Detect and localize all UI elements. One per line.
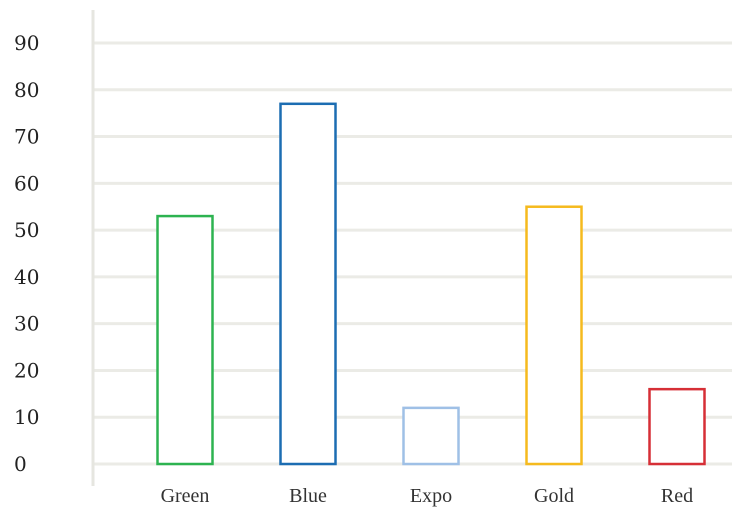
x-tick-label: Green — [161, 485, 210, 507]
bar-expo — [402, 406, 460, 466]
y-tick-label: 30 — [14, 312, 39, 336]
y-tick-label: 40 — [14, 265, 39, 289]
y-tick-label: 20 — [14, 358, 39, 382]
x-tick-label: Blue — [289, 485, 327, 507]
bars — [156, 102, 706, 466]
bar-green — [156, 214, 214, 466]
y-tick-label: 80 — [14, 78, 39, 102]
bar-red — [648, 387, 706, 466]
bar-gold — [525, 205, 583, 466]
y-tick-label: 50 — [14, 218, 39, 242]
y-tick-label: 60 — [14, 171, 39, 195]
x-tick-label: Gold — [534, 485, 574, 507]
y-tick-label: 10 — [14, 405, 39, 429]
y-tick-label: 0 — [14, 452, 27, 476]
x-tick-label: Red — [661, 485, 693, 507]
y-tick-label: 70 — [14, 125, 39, 149]
x-tick-label: Expo — [410, 485, 452, 507]
y-axis-ticks: 0 10 20 30 40 50 60 70 80 90 — [14, 31, 39, 476]
bar-blue — [279, 102, 337, 466]
x-axis-ticks: Green Blue Expo Gold Red — [161, 485, 694, 507]
y-tick-label: 90 — [14, 31, 39, 55]
